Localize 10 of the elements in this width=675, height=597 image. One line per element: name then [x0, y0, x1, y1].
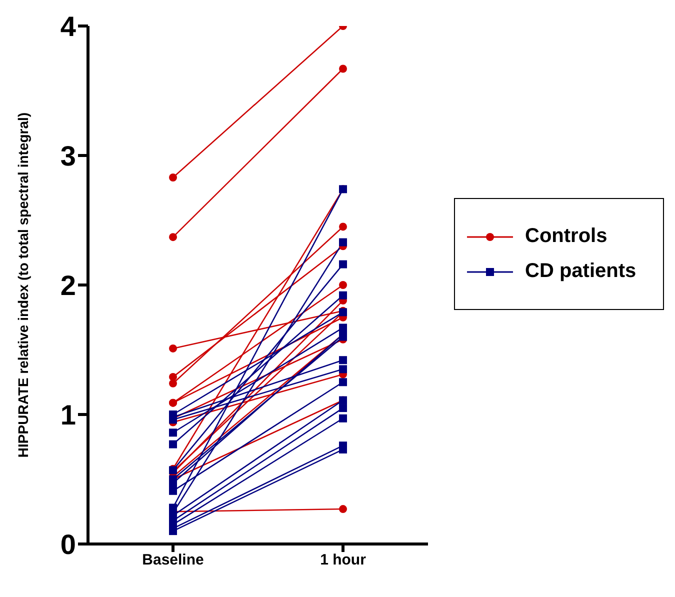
y-tick-label: 2	[60, 270, 76, 301]
legend-label: CD patients	[525, 260, 636, 283]
y-axis-title: HIPPURATE relative index (to total spectral integral)	[14, 112, 31, 458]
y-tick-label: 1	[60, 399, 76, 430]
legend-label: Controls	[525, 225, 608, 248]
x-tick-label: 1 hour	[320, 552, 366, 569]
y-tick-label: 3	[60, 140, 76, 172]
y-tick-label: 0	[60, 528, 76, 560]
x-tick-label: Baseline	[142, 552, 204, 569]
y-tick-label: 4	[60, 10, 76, 42]
